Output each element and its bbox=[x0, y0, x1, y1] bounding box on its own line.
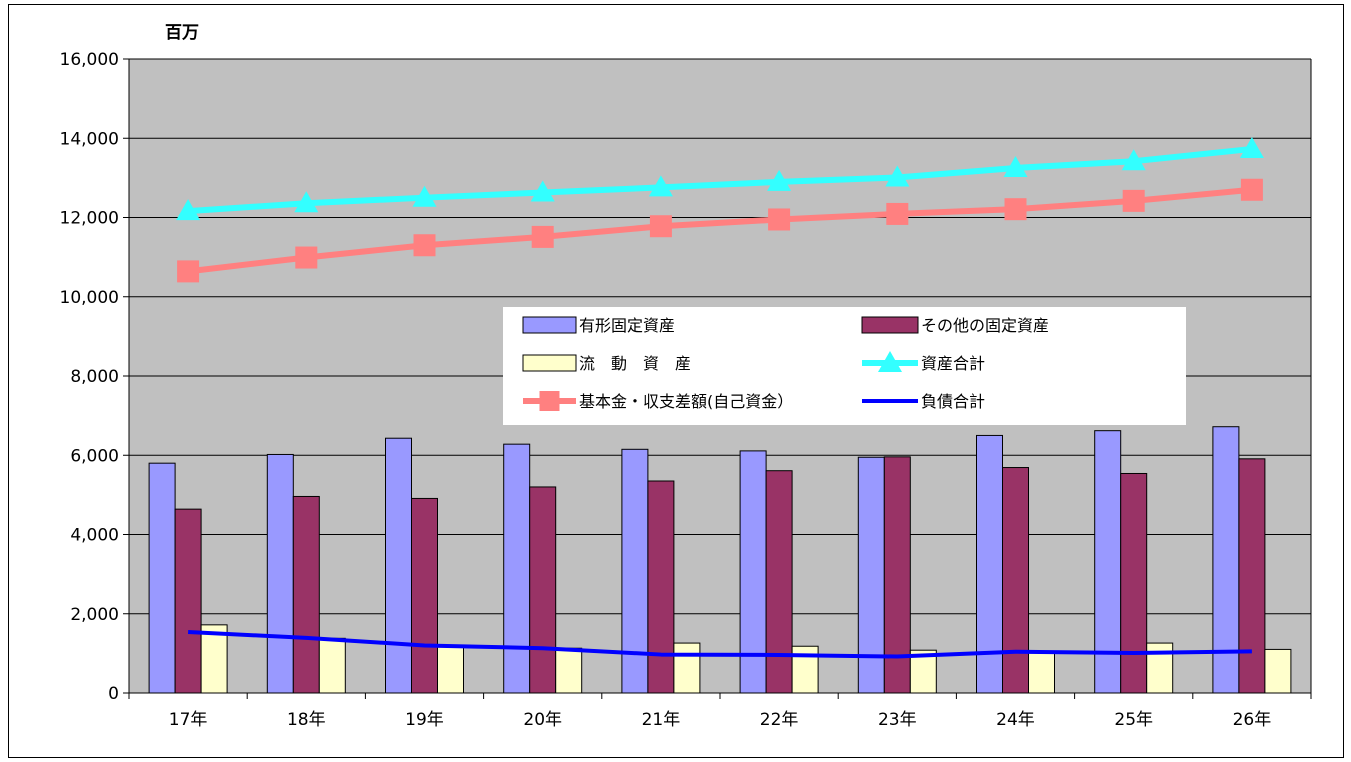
bar bbox=[385, 437, 412, 694]
y-tick-label: 0 bbox=[108, 684, 119, 704]
square-marker bbox=[1240, 178, 1263, 201]
legend-label: 負債合計 bbox=[921, 392, 985, 411]
x-tick-label: 20年 bbox=[523, 710, 562, 730]
x-tick-label: 24年 bbox=[996, 710, 1035, 730]
bar bbox=[673, 642, 701, 694]
bar bbox=[1028, 650, 1055, 694]
bar bbox=[883, 456, 911, 694]
legend-swatch bbox=[522, 316, 577, 334]
triangle-marker bbox=[767, 169, 792, 191]
x-tick-label: 26年 bbox=[1233, 710, 1272, 730]
square-marker bbox=[177, 260, 200, 283]
legend-box bbox=[503, 307, 1186, 425]
legend-label: 流 動 資 産 bbox=[579, 354, 691, 373]
square-marker bbox=[413, 234, 436, 257]
bar bbox=[857, 456, 885, 694]
x-tick-label: 19年 bbox=[405, 710, 444, 730]
triangle-marker bbox=[1239, 136, 1264, 158]
y-tick-label: 8,000 bbox=[70, 367, 119, 387]
x-tick-label: 23年 bbox=[878, 710, 917, 730]
triangle-marker bbox=[1003, 155, 1028, 177]
bar bbox=[1238, 458, 1266, 694]
x-tick-label: 17年 bbox=[169, 710, 208, 730]
triangle-marker bbox=[176, 199, 201, 221]
bar bbox=[1264, 648, 1292, 694]
bar bbox=[318, 637, 346, 694]
series-line bbox=[187, 145, 1253, 215]
series-line bbox=[187, 186, 1253, 275]
y-tick-label: 2,000 bbox=[70, 605, 119, 625]
y-tick-label: 10,000 bbox=[60, 288, 119, 308]
legend-label: その他の固定資産 bbox=[921, 316, 1049, 335]
y-tick-label: 16,000 bbox=[60, 50, 119, 70]
bar bbox=[555, 647, 583, 694]
bar bbox=[529, 486, 557, 694]
square-marker bbox=[531, 225, 554, 248]
legend-label: 有形固定資産 bbox=[579, 316, 675, 335]
bar bbox=[292, 495, 320, 694]
x-tick-label: 22年 bbox=[760, 710, 799, 730]
square-marker bbox=[295, 246, 318, 269]
legend-label: 基本金・収支差額(自己資金） bbox=[579, 392, 793, 411]
bar bbox=[174, 508, 202, 694]
triangle-marker bbox=[294, 191, 319, 213]
bar bbox=[647, 480, 675, 694]
bar bbox=[1094, 430, 1122, 694]
square-marker bbox=[768, 208, 791, 231]
x-tick-label: 18年 bbox=[287, 710, 326, 730]
triangle-marker bbox=[885, 165, 910, 187]
triangle-marker bbox=[1121, 149, 1146, 171]
bar bbox=[266, 453, 294, 694]
x-tick-label: 21年 bbox=[642, 710, 681, 730]
bar bbox=[621, 448, 649, 694]
unit-label: 百万 bbox=[165, 23, 199, 43]
x-tick-label: 25年 bbox=[1114, 710, 1153, 730]
bar bbox=[976, 434, 1003, 694]
bar bbox=[739, 450, 767, 694]
triangle-marker bbox=[648, 175, 673, 197]
bar bbox=[1120, 472, 1148, 694]
bar bbox=[411, 497, 438, 694]
triangle-marker bbox=[412, 185, 437, 207]
square-marker bbox=[886, 202, 909, 225]
legend-triangle-marker bbox=[878, 351, 902, 372]
bar bbox=[148, 462, 176, 694]
square-marker bbox=[649, 215, 672, 238]
bar bbox=[200, 624, 228, 694]
square-marker bbox=[1122, 189, 1145, 212]
triangle-marker bbox=[530, 180, 555, 202]
bar bbox=[1002, 467, 1029, 694]
y-tick-label: 14,000 bbox=[60, 129, 119, 149]
legend-square-marker bbox=[539, 391, 560, 411]
square-marker bbox=[1004, 198, 1027, 221]
y-tick-label: 4,000 bbox=[70, 526, 119, 546]
bar bbox=[437, 646, 464, 694]
y-tick-label: 12,000 bbox=[60, 209, 119, 229]
legend-swatch bbox=[522, 354, 577, 372]
legend-swatch bbox=[861, 316, 919, 334]
bar bbox=[765, 470, 793, 694]
legend-label: 資産合計 bbox=[921, 354, 985, 373]
bar bbox=[503, 443, 531, 694]
y-tick-label: 6,000 bbox=[70, 446, 119, 466]
series-line bbox=[187, 629, 1252, 659]
